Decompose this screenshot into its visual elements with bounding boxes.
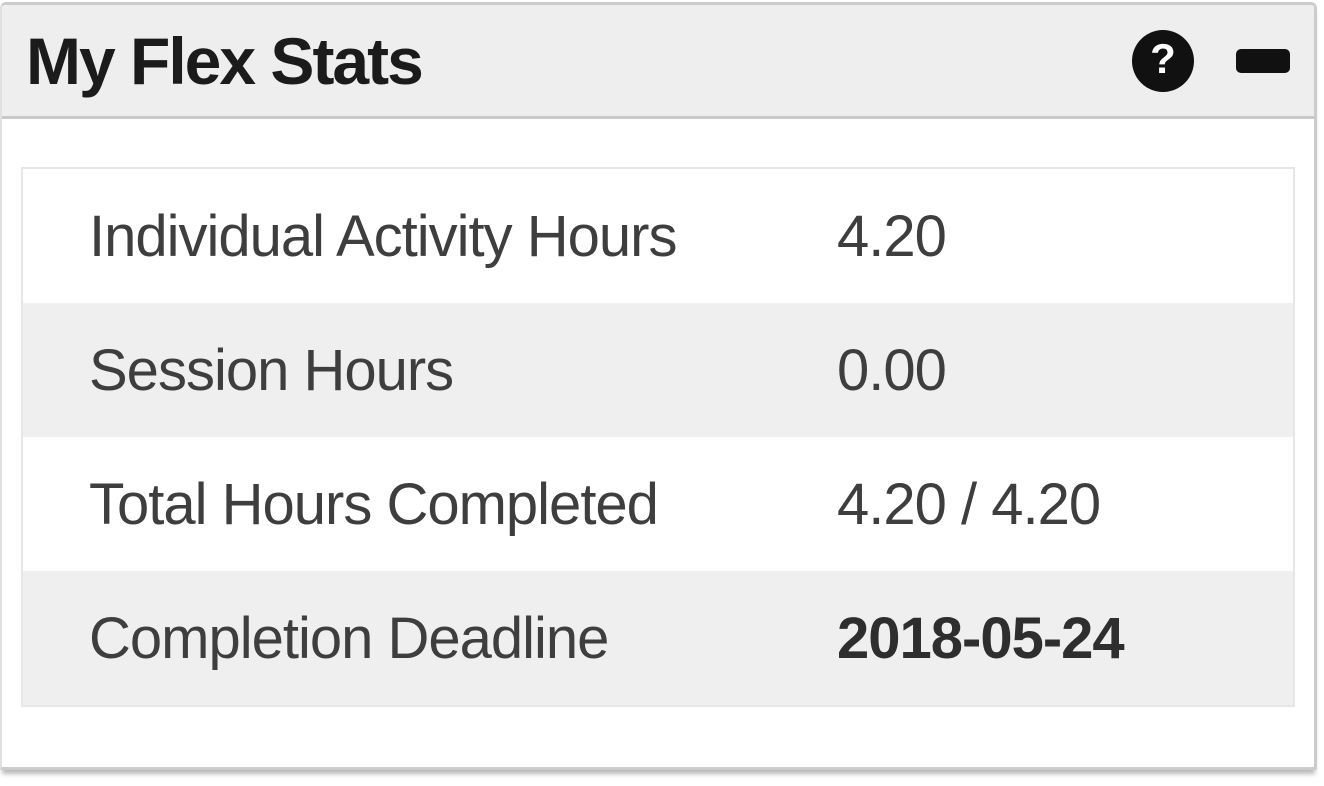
- widget-body: Individual Activity Hours 4.20 Session H…: [2, 119, 1314, 707]
- stat-value: 2018-05-24: [837, 605, 1125, 671]
- stat-row-session-hours: Session Hours 0.00: [23, 303, 1293, 437]
- widget-header: My Flex Stats ?: [2, 5, 1314, 119]
- stat-value: 4.20 / 4.20: [837, 471, 1101, 537]
- my-flex-stats-widget: My Flex Stats ? Individual Activity Hour…: [0, 2, 1317, 770]
- help-icon[interactable]: ?: [1132, 29, 1194, 92]
- stat-label: Session Hours: [89, 337, 454, 403]
- stat-value: 4.20: [837, 203, 947, 269]
- help-icon-glyph: ?: [1150, 34, 1176, 82]
- stats-table: Individual Activity Hours 4.20 Session H…: [21, 167, 1295, 707]
- stat-value: 0.00: [837, 337, 947, 403]
- minimize-button[interactable]: [1236, 38, 1290, 84]
- stat-label: Individual Activity Hours: [89, 203, 677, 269]
- stat-label: Completion Deadline: [89, 605, 609, 671]
- stat-label: Total Hours Completed: [89, 471, 659, 537]
- widget-header-actions: ?: [1132, 29, 1290, 92]
- stat-row-total-hours-completed: Total Hours Completed 4.20 / 4.20: [23, 437, 1293, 571]
- stat-row-completion-deadline: Completion Deadline 2018-05-24: [23, 571, 1293, 705]
- stat-row-individual-activity-hours: Individual Activity Hours 4.20: [23, 169, 1293, 303]
- widget-title: My Flex Stats: [26, 23, 424, 98]
- minimize-icon: [1236, 48, 1290, 73]
